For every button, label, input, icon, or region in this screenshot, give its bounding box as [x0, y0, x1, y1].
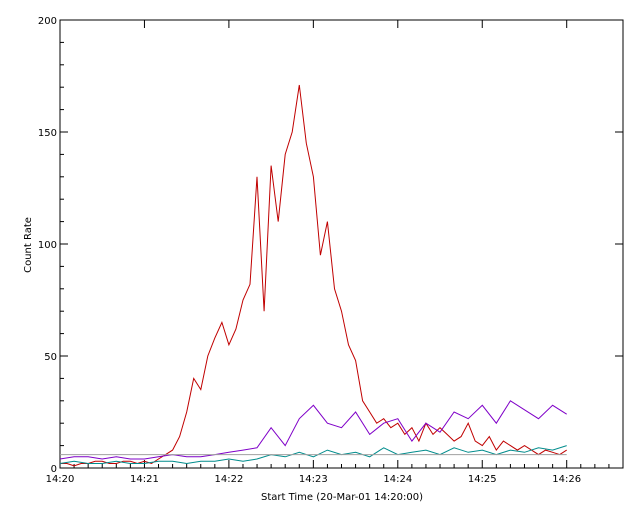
- x-axis-label: Start Time (20-Mar-01 14:20:00): [261, 492, 423, 503]
- x-tick-label: 14:23: [299, 474, 328, 485]
- y-tick-label: 0: [51, 464, 57, 475]
- series-lines: [59, 84, 567, 467]
- y-tick-label: 50: [44, 352, 57, 363]
- y-axis-label: Count Rate: [23, 217, 34, 273]
- y-tick-label: 150: [38, 128, 57, 139]
- ticks: 14:20 14:21 14:22 14:23 14:24 14:25 14:26 0 50 10…: [38, 16, 623, 485]
- plot-frame: [59, 19, 624, 469]
- series-line-2: [59, 400, 567, 460]
- x-tick-label: 14:21: [130, 474, 159, 485]
- x-tick-label: 14:20: [46, 474, 75, 485]
- y-tick-label: 100: [38, 240, 57, 251]
- x-tick-label: 14:26: [552, 474, 581, 485]
- series-line-3: [59, 445, 567, 465]
- y-tick-label: 200: [38, 16, 57, 27]
- x-tick-label: 14:25: [468, 474, 497, 485]
- series-line-1: [60, 84, 567, 467]
- x-tick-label: 14:22: [214, 474, 243, 485]
- x-tick-label: 14:24: [383, 474, 412, 485]
